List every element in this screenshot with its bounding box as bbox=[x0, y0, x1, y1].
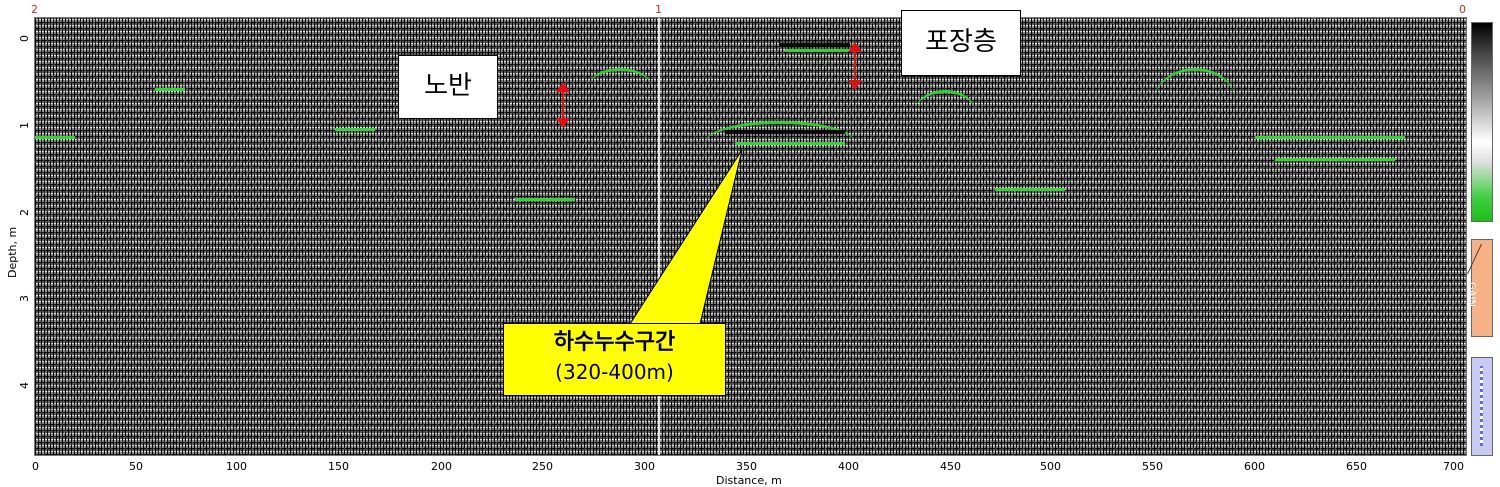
x-tick-700: 700 bbox=[1443, 460, 1464, 473]
reflection-segment-5 bbox=[335, 128, 375, 131]
leak-reflection-band bbox=[725, 130, 845, 134]
x-tick-50: 50 bbox=[129, 460, 143, 473]
color-scale-bar[interactable] bbox=[1471, 22, 1493, 222]
x-tick-150: 150 bbox=[328, 460, 349, 473]
leak-callout-range: (320-400m) bbox=[555, 360, 674, 384]
pavement-reflection-highlight bbox=[785, 49, 849, 52]
x-tick-100: 100 bbox=[226, 460, 247, 473]
pavement-reflection bbox=[780, 43, 850, 47]
x-tick-400: 400 bbox=[838, 460, 859, 473]
reflection-segment-3 bbox=[35, 136, 75, 139]
x-tick-450: 450 bbox=[940, 460, 961, 473]
reflection-arc-3 bbox=[1155, 68, 1235, 131]
reflection-arc-2 bbox=[915, 90, 975, 133]
leak-reflection-highlight bbox=[735, 142, 845, 145]
reflection-segment-4 bbox=[155, 88, 185, 91]
processing-control[interactable] bbox=[1471, 357, 1493, 456]
file-marker-right: 0 bbox=[1459, 3, 1466, 16]
leak-callout: 하수누수구간 (320-400m) bbox=[503, 323, 726, 396]
roadbed-label: 노반 bbox=[398, 55, 498, 119]
file-marker-middle: 1 bbox=[655, 3, 662, 16]
leak-reflection-arc bbox=[705, 121, 855, 164]
gain-control[interactable]: GAIN bbox=[1466, 239, 1498, 337]
x-tick-0: 0 bbox=[32, 460, 39, 473]
leak-callout-title: 하수누수구간 bbox=[553, 330, 676, 355]
x-tick-550: 550 bbox=[1142, 460, 1163, 473]
radargram-plot[interactable] bbox=[34, 17, 1467, 456]
file-boundary-line bbox=[658, 18, 660, 455]
x-tick-250: 250 bbox=[532, 460, 553, 473]
x-tick-300: 300 bbox=[634, 460, 655, 473]
x-tick-500: 500 bbox=[1040, 460, 1061, 473]
x-tick-650: 650 bbox=[1346, 460, 1367, 473]
reflection-segment-7 bbox=[995, 188, 1065, 191]
reflection-segment-2 bbox=[1275, 158, 1395, 161]
x-tick-200: 200 bbox=[431, 460, 452, 473]
x-tick-350: 350 bbox=[736, 460, 757, 473]
reflection-arc-1 bbox=[590, 68, 650, 101]
processing-filter-icon bbox=[1480, 366, 1483, 446]
x-axis-title: Distance, m bbox=[716, 474, 782, 487]
reflection-segment-1 bbox=[1255, 136, 1405, 139]
reflection-segment-6 bbox=[515, 198, 575, 201]
x-tick-600: 600 bbox=[1244, 460, 1265, 473]
pavement-layer-label: 포장층 bbox=[901, 10, 1021, 76]
file-marker-left: 2 bbox=[31, 3, 38, 16]
